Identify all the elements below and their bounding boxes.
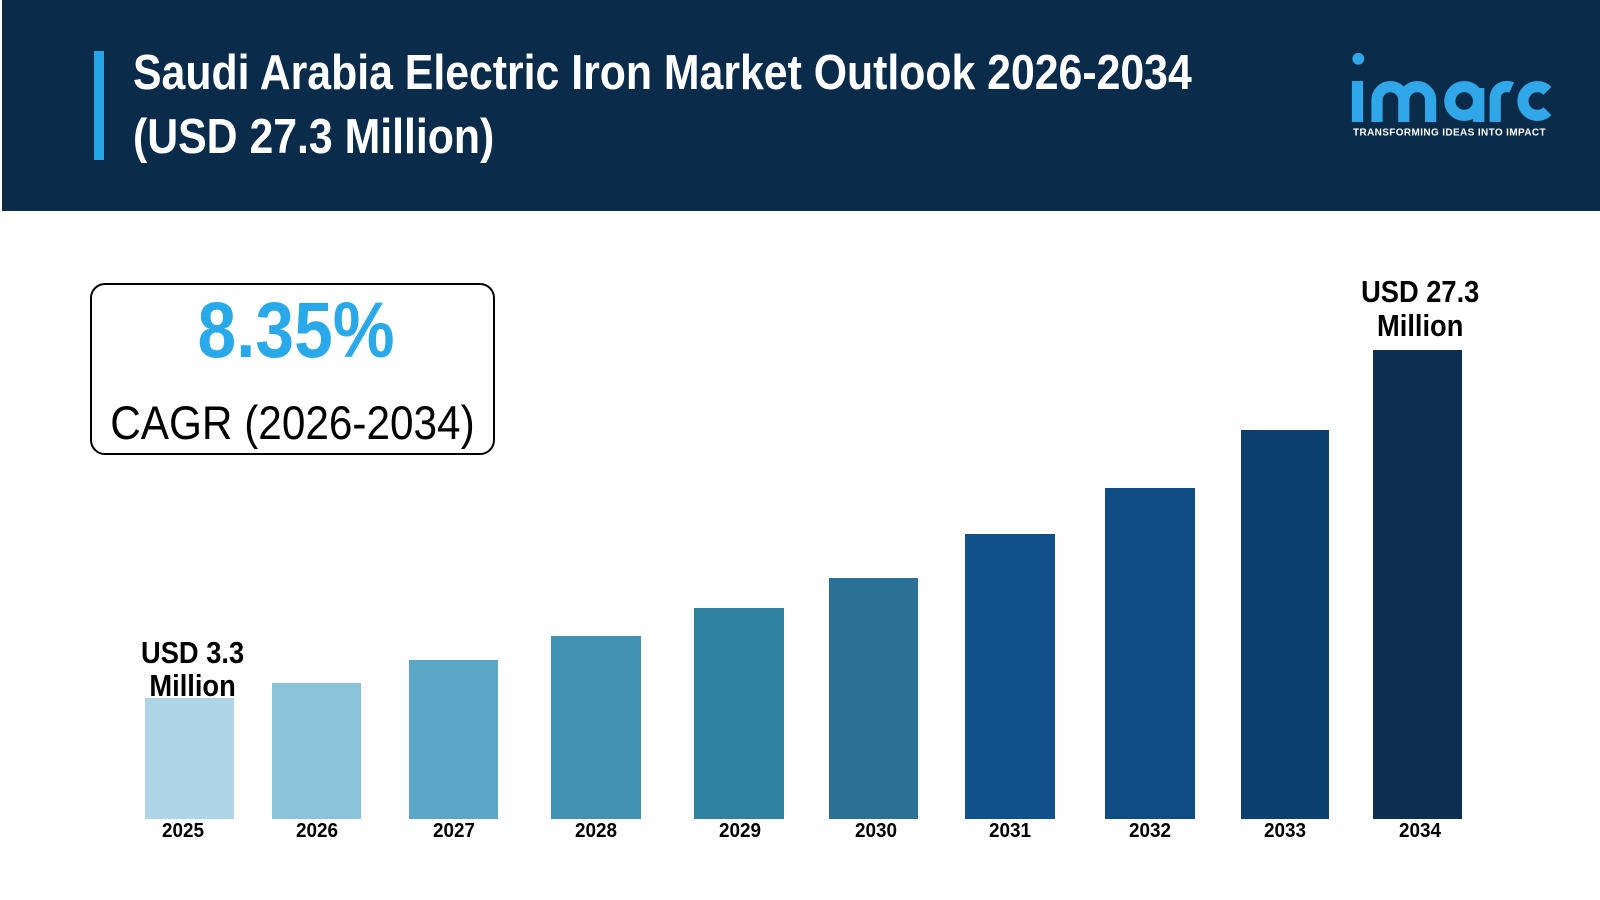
svg-text:TRANSFORMING IDEAS INTO IMPACT: TRANSFORMING IDEAS INTO IMPACT xyxy=(1353,128,1546,139)
